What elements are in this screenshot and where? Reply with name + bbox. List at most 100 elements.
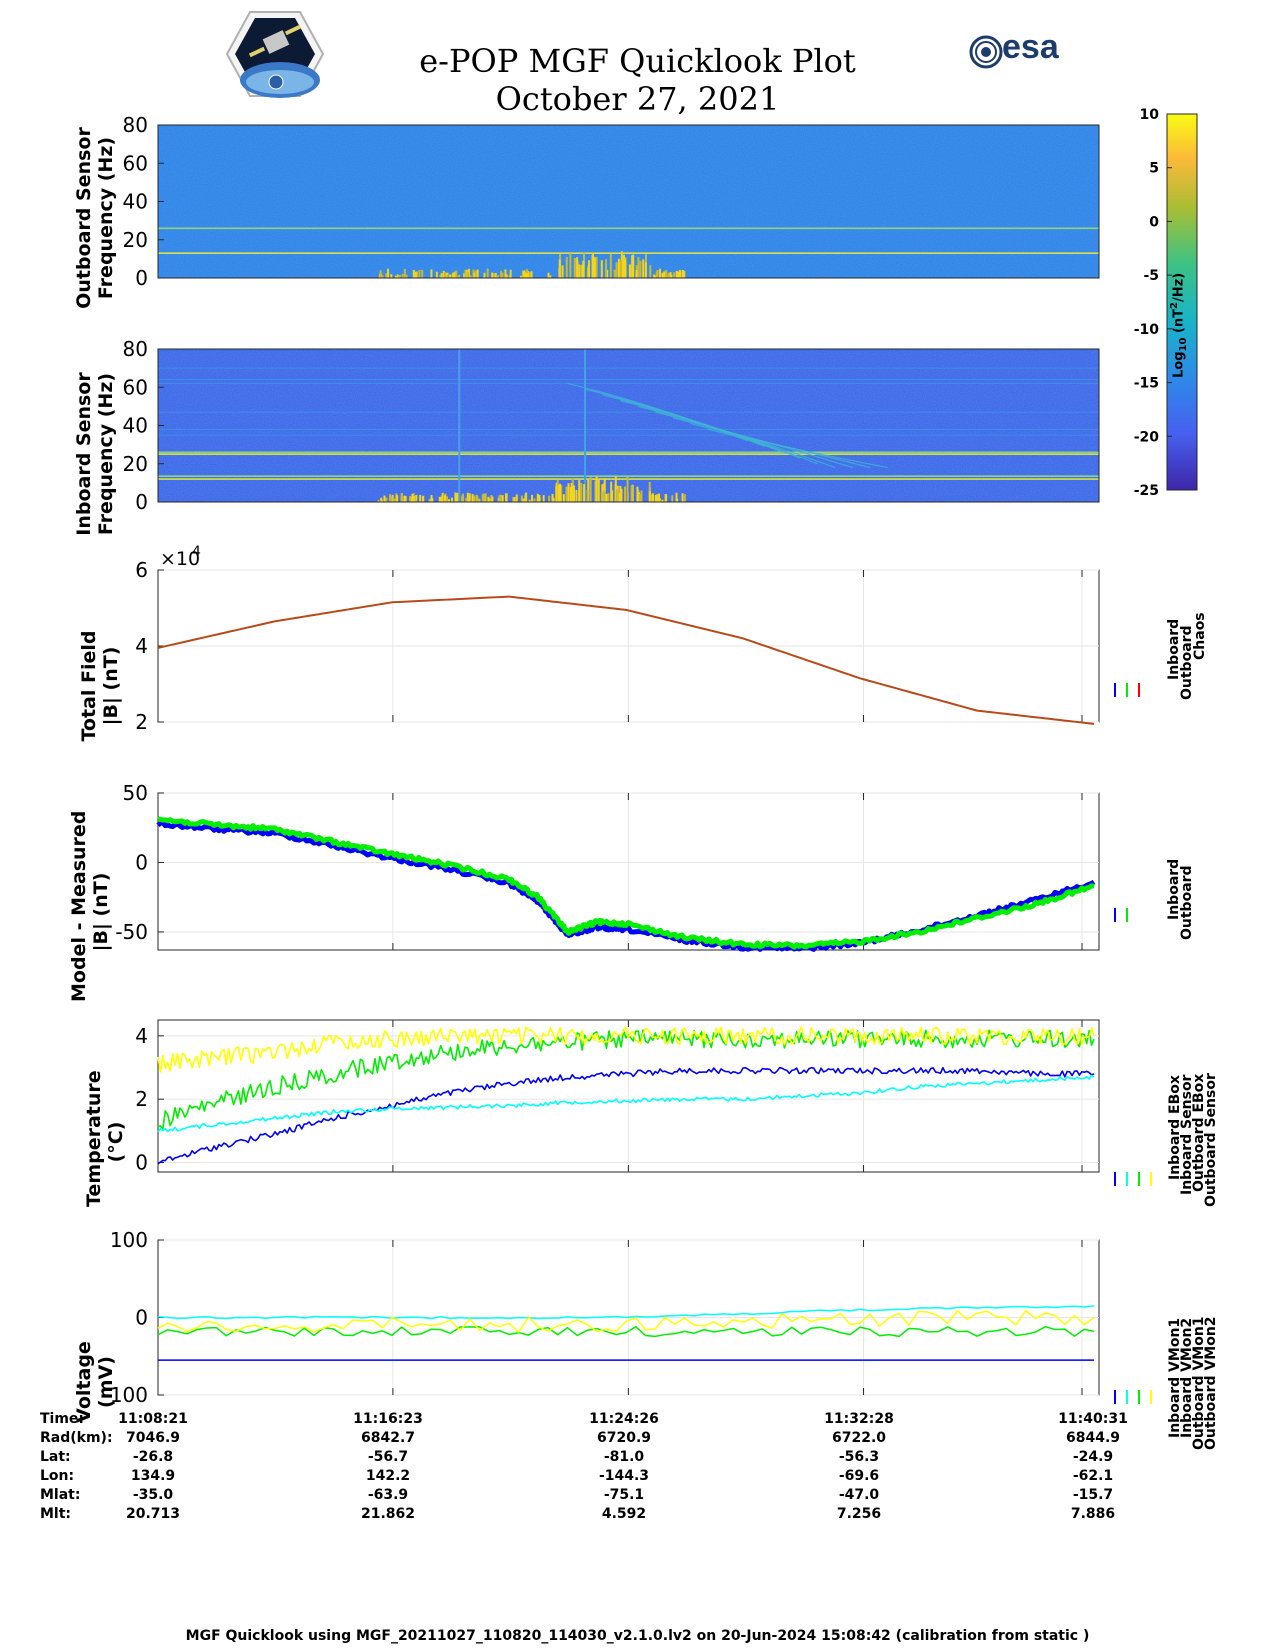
spectrogram-burst [615, 270, 618, 278]
spectrogram-burst [524, 494, 527, 502]
orbit-value: 7.886 [1070, 1506, 1116, 1522]
spectrogram-burst [578, 264, 581, 278]
spectrogram-burst [594, 480, 597, 502]
colorbar-label: Log10 (nT2/Hz) [1169, 272, 1189, 378]
spectrogram-burst [529, 275, 532, 278]
spectrogram-burst [483, 272, 486, 278]
y-tick-label: 40 [123, 190, 148, 214]
orbit-value: 11:32:28 [824, 1411, 894, 1427]
spectrogram-burst [439, 275, 442, 278]
colorbar-tick-label: -5 [1143, 268, 1159, 284]
total-field-line [157, 595, 1095, 725]
orbit-value: 6722.0 [831, 1430, 887, 1446]
spectrogram-burst [615, 489, 618, 502]
spectrogram-burst [414, 499, 417, 502]
spectrogram-burst [394, 275, 397, 278]
spectrogram-burst [381, 275, 384, 278]
orbit-value: -69.6 [838, 1468, 880, 1484]
spectrogram-burst [597, 479, 600, 502]
spectrogram-burst [609, 253, 612, 278]
spectrogram-burst [613, 269, 616, 278]
orbit-value: -62.1 [1072, 1468, 1114, 1484]
orbit-value: -15.7 [1072, 1487, 1114, 1503]
y-tick-label: 60 [123, 375, 148, 399]
orbit-value: 21.862 [360, 1506, 416, 1522]
spectrogram-burst [533, 498, 536, 502]
spectrogram-burst [572, 485, 575, 502]
temp-legend-outboard-sensor: Outboard Sensor [1203, 1073, 1219, 1207]
spectrogram-burst [380, 500, 383, 502]
spectrogram-burst [484, 493, 487, 502]
spectrogram-burst [538, 494, 541, 502]
spectrogram-burst [671, 495, 674, 502]
spectrogram-burst [600, 260, 603, 278]
spectrogram-burst [513, 496, 516, 502]
spectrogram-burst [512, 496, 515, 502]
orbit-label: Mlt: [40, 1506, 72, 1522]
spectrogram-burst [547, 272, 550, 278]
spectrogram-burst [623, 486, 626, 502]
spectrogram-burst [681, 269, 684, 278]
spectrogram-burst [559, 483, 562, 502]
spectrogram-burst [583, 484, 586, 502]
y-tick-label: 20 [123, 228, 148, 252]
plot-date: October 27, 2021 [495, 80, 780, 118]
spectrogram-burst [619, 485, 622, 502]
orbit-value: 6720.9 [596, 1430, 652, 1446]
spectrogram-burst [403, 268, 406, 278]
spectrogram-burst [569, 253, 572, 278]
temperature-outboard-sensor-line [157, 1026, 1095, 1073]
spectrogram-burst [441, 492, 444, 502]
spectrogram-burst [567, 483, 570, 502]
spectrogram-burst [580, 483, 583, 502]
spectrogram-burst [595, 256, 598, 278]
exponent-label: ×10 [160, 548, 200, 570]
spectrogram-burst [447, 499, 450, 502]
voltage-outboard-vmon1-line [157, 1325, 1095, 1338]
orbit-value: -35.0 [132, 1487, 174, 1503]
spectrogram-burst [607, 493, 610, 502]
spectrogram-burst [465, 497, 468, 502]
spectrogram-burst [455, 270, 458, 278]
spectrogram-burst [591, 252, 594, 278]
spectrogram-burst [642, 259, 645, 278]
spectrogram-burst [466, 492, 469, 502]
spectrogram-burst [653, 274, 656, 278]
orbit-label: Mlat: [40, 1487, 81, 1503]
colorbar-tick-label: -15 [1134, 376, 1159, 392]
spectrogram-burst [500, 270, 503, 278]
spectrogram-burst [658, 268, 661, 278]
spectrogram-burst [454, 492, 457, 502]
temperature-outboard-ebox-line [157, 1029, 1095, 1130]
y-tick-label: -100 [103, 1383, 148, 1407]
spectrogram-burst [661, 499, 664, 502]
spectrogram-burst [505, 493, 508, 502]
spectrogram-burst [622, 254, 625, 278]
spectrogram-burst [651, 495, 654, 502]
spectrogram-burst [501, 272, 504, 278]
spectrogram-burst [385, 497, 388, 502]
spectrogram-burst [415, 271, 418, 278]
spectrogram-burst [450, 497, 453, 502]
orbit-value: 11:08:21 [118, 1411, 188, 1427]
outboard-spectrogram-ylabel: Outboard Sensor Frequency (Hz) [73, 127, 117, 309]
spectrogram-burst [504, 269, 507, 278]
spectrogram-burst [667, 272, 670, 278]
spectrogram-burst [389, 494, 392, 502]
spectrogram-burst [377, 499, 380, 502]
orbit-value: 7.256 [836, 1506, 882, 1522]
spectrogram-burst [632, 254, 635, 278]
spectrogram-burst [409, 496, 412, 502]
spectrogram-burst [542, 495, 545, 502]
y-tick-label: 0 [135, 490, 148, 514]
spectrogram-burst [562, 494, 565, 502]
spectrogram-burst [469, 275, 472, 278]
volt-legend-outboard-vmon2: Outboard VMon2 [1203, 1316, 1219, 1450]
y-tick-label: 4 [135, 1024, 148, 1048]
orbit-value: 7046.9 [125, 1430, 181, 1446]
spectrogram-burst [558, 259, 561, 278]
spectrogram-burst [443, 272, 446, 278]
spectrogram-burst [549, 275, 552, 278]
y-tick-label: 0 [135, 1151, 148, 1175]
orbit-label: Time: [40, 1411, 85, 1427]
